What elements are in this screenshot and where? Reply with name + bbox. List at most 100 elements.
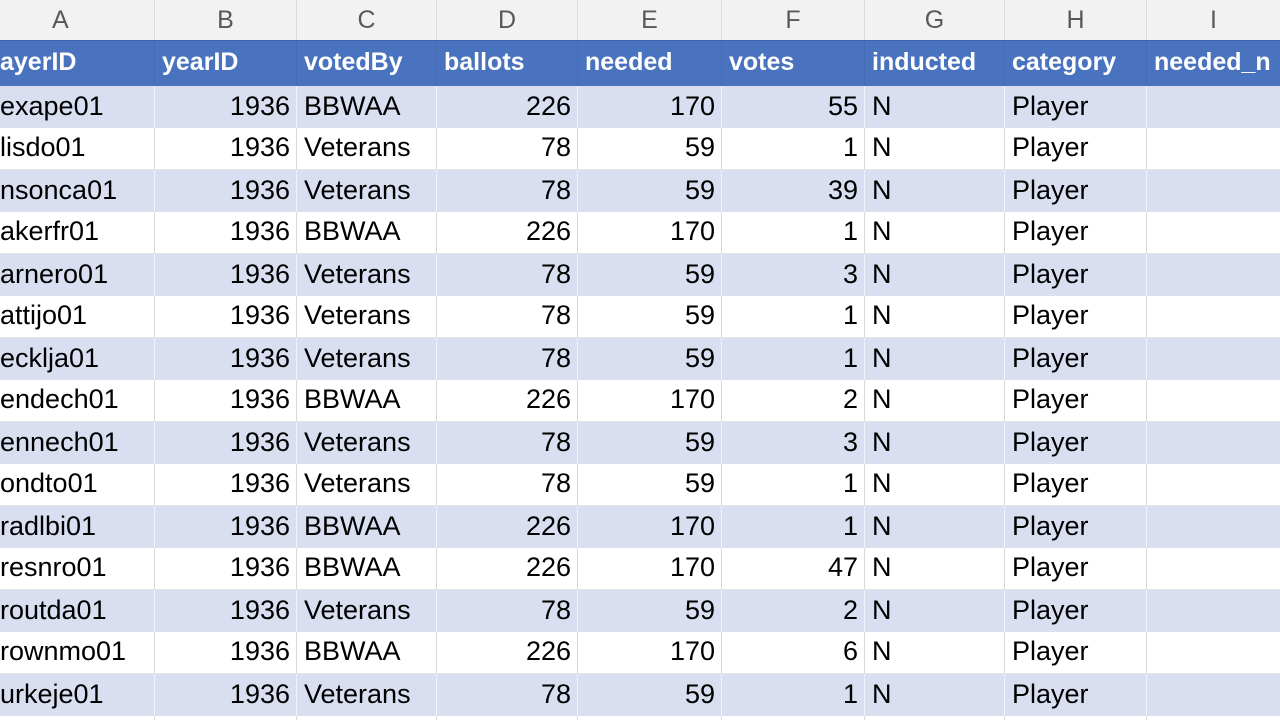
- cell-needed[interactable]: 170: [578, 548, 722, 589]
- cell-playerID[interactable]: routda01: [0, 590, 155, 632]
- cell-ballots[interactable]: 78: [437, 590, 578, 632]
- cell-needed[interactable]: 170: [578, 632, 722, 673]
- cell-needed_note[interactable]: [1147, 674, 1280, 716]
- cell-ballots[interactable]: 78: [437, 338, 578, 380]
- cell-partial[interactable]: [1147, 716, 1280, 720]
- cell-inducted[interactable]: N: [865, 632, 1005, 673]
- cell-votedBy[interactable]: BBWAA: [297, 632, 437, 673]
- cell-playerID[interactable]: exape01: [0, 86, 155, 128]
- cell-playerID[interactable]: ennech01: [0, 422, 155, 464]
- cell-needed_note[interactable]: [1147, 632, 1280, 673]
- cell-category[interactable]: Player: [1005, 86, 1147, 128]
- header-cell-yearID[interactable]: yearID: [155, 41, 297, 86]
- cell-partial[interactable]: [0, 716, 155, 720]
- cell-playerID[interactable]: akerfr01: [0, 212, 155, 253]
- cell-votes[interactable]: 1: [722, 296, 865, 337]
- cell-partial[interactable]: [865, 716, 1005, 720]
- cell-category[interactable]: Player: [1005, 548, 1147, 589]
- cell-inducted[interactable]: N: [865, 548, 1005, 589]
- cell-votedBy[interactable]: BBWAA: [297, 86, 437, 128]
- cell-votes[interactable]: 1: [722, 338, 865, 380]
- cell-needed[interactable]: 59: [578, 464, 722, 505]
- cell-category[interactable]: Player: [1005, 632, 1147, 673]
- cell-partial[interactable]: [1005, 716, 1147, 720]
- cell-category[interactable]: Player: [1005, 590, 1147, 632]
- column-header-C[interactable]: C: [297, 0, 437, 40]
- cell-needed[interactable]: 59: [578, 170, 722, 212]
- cell-inducted[interactable]: N: [865, 212, 1005, 253]
- cell-needed_note[interactable]: [1147, 422, 1280, 464]
- cell-inducted[interactable]: N: [865, 380, 1005, 421]
- cell-partial[interactable]: [437, 716, 578, 720]
- cell-needed[interactable]: 170: [578, 86, 722, 128]
- cell-votedBy[interactable]: Veterans: [297, 674, 437, 716]
- cell-votes[interactable]: 1: [722, 128, 865, 169]
- cell-votes[interactable]: 2: [722, 590, 865, 632]
- cell-yearID[interactable]: 1936: [155, 170, 297, 212]
- cell-ballots[interactable]: 78: [437, 254, 578, 296]
- cell-playerID[interactable]: urkeje01: [0, 674, 155, 716]
- cell-ballots[interactable]: 226: [437, 380, 578, 421]
- cell-needed[interactable]: 59: [578, 590, 722, 632]
- cell-needed[interactable]: 59: [578, 296, 722, 337]
- cell-partial[interactable]: [578, 716, 722, 720]
- cell-yearID[interactable]: 1936: [155, 548, 297, 589]
- cell-yearID[interactable]: 1936: [155, 128, 297, 169]
- cell-yearID[interactable]: 1936: [155, 338, 297, 380]
- cell-yearID[interactable]: 1936: [155, 380, 297, 421]
- cell-needed_note[interactable]: [1147, 296, 1280, 337]
- cell-playerID[interactable]: attijo01: [0, 296, 155, 337]
- cell-yearID[interactable]: 1936: [155, 422, 297, 464]
- cell-category[interactable]: Player: [1005, 296, 1147, 337]
- cell-category[interactable]: Player: [1005, 128, 1147, 169]
- cell-needed_note[interactable]: [1147, 170, 1280, 212]
- cell-votes[interactable]: 55: [722, 86, 865, 128]
- cell-needed[interactable]: 59: [578, 422, 722, 464]
- cell-inducted[interactable]: N: [865, 254, 1005, 296]
- cell-votedBy[interactable]: BBWAA: [297, 506, 437, 548]
- cell-votedBy[interactable]: Veterans: [297, 590, 437, 632]
- cell-needed[interactable]: 59: [578, 128, 722, 169]
- cell-partial[interactable]: [722, 716, 865, 720]
- cell-playerID[interactable]: resnro01: [0, 548, 155, 589]
- cell-votes[interactable]: 39: [722, 170, 865, 212]
- cell-needed[interactable]: 170: [578, 212, 722, 253]
- cell-needed[interactable]: 170: [578, 380, 722, 421]
- cell-votedBy[interactable]: Veterans: [297, 128, 437, 169]
- cell-yearID[interactable]: 1936: [155, 86, 297, 128]
- cell-needed_note[interactable]: [1147, 86, 1280, 128]
- column-header-H[interactable]: H: [1005, 0, 1147, 40]
- cell-yearID[interactable]: 1936: [155, 506, 297, 548]
- cell-playerID[interactable]: endech01: [0, 380, 155, 421]
- cell-ballots[interactable]: 226: [437, 506, 578, 548]
- cell-needed_note[interactable]: [1147, 506, 1280, 548]
- cell-needed_note[interactable]: [1147, 254, 1280, 296]
- cell-ballots[interactable]: 226: [437, 212, 578, 253]
- cell-playerID[interactable]: ondto01: [0, 464, 155, 505]
- cell-votedBy[interactable]: BBWAA: [297, 380, 437, 421]
- cell-ballots[interactable]: 78: [437, 422, 578, 464]
- cell-inducted[interactable]: N: [865, 86, 1005, 128]
- column-header-E[interactable]: E: [578, 0, 722, 40]
- header-cell-needed_note[interactable]: needed_n: [1154, 48, 1271, 76]
- header-cell-inducted[interactable]: inducted: [865, 41, 1005, 86]
- cell-votedBy[interactable]: Veterans: [297, 338, 437, 380]
- cell-votes[interactable]: 2: [722, 380, 865, 421]
- cell-yearID[interactable]: 1936: [155, 632, 297, 673]
- column-header-B[interactable]: B: [155, 0, 297, 40]
- cell-votes[interactable]: 3: [722, 254, 865, 296]
- cell-inducted[interactable]: N: [865, 296, 1005, 337]
- cell-votedBy[interactable]: Veterans: [297, 464, 437, 505]
- cell-yearID[interactable]: 1936: [155, 296, 297, 337]
- cell-category[interactable]: Player: [1005, 422, 1147, 464]
- cell-yearID[interactable]: 1936: [155, 464, 297, 505]
- cell-needed[interactable]: 59: [578, 674, 722, 716]
- cell-inducted[interactable]: N: [865, 506, 1005, 548]
- cell-category[interactable]: Player: [1005, 170, 1147, 212]
- cell-votes[interactable]: 6: [722, 632, 865, 673]
- cell-ballots[interactable]: 78: [437, 128, 578, 169]
- header-cell-votes[interactable]: votes: [722, 41, 865, 86]
- cell-ballots[interactable]: 226: [437, 548, 578, 589]
- cell-inducted[interactable]: N: [865, 422, 1005, 464]
- cell-ballots[interactable]: 226: [437, 632, 578, 673]
